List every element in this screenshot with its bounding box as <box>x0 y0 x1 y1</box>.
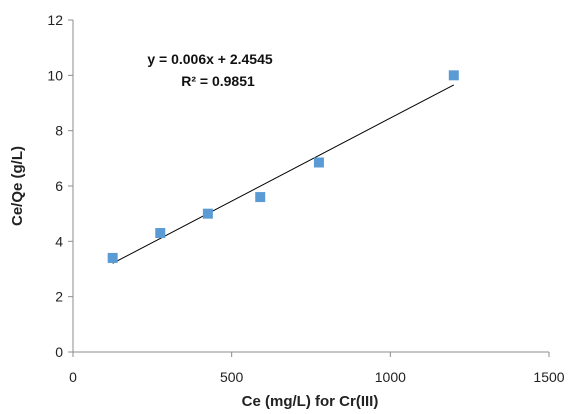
y-tick-label: 8 <box>55 123 63 139</box>
y-tick-label: 12 <box>47 12 63 28</box>
data-point <box>313 157 324 168</box>
y-ticks: 0 2 4 6 8 10 12 <box>47 12 73 360</box>
points-group <box>107 70 459 263</box>
trendline-group <box>112 84 455 264</box>
data-point <box>107 252 118 263</box>
y-tick-label: 10 <box>47 67 63 83</box>
y-tick-label: 0 <box>55 344 63 360</box>
x-tick-label: 1500 <box>533 369 564 385</box>
y-tick-label: 4 <box>55 233 63 249</box>
x-tick-label: 1000 <box>375 369 406 385</box>
x-axis-title: Ce (mg/L) for Cr(III) <box>242 393 379 410</box>
data-point <box>155 228 166 239</box>
trendline <box>112 84 455 264</box>
x-tick-label: 500 <box>220 369 244 385</box>
r-squared-label: R² = 0.9851 <box>181 73 255 89</box>
data-point <box>448 70 459 81</box>
y-tick-label: 6 <box>55 178 63 194</box>
x-tick-label: 0 <box>69 369 77 385</box>
plot-area <box>72 20 549 353</box>
trendline-equation: y = 0.006x + 2.4545 <box>147 51 273 67</box>
y-axis-title: Ce/Qe (g/L) <box>9 146 26 226</box>
data-point <box>202 208 213 219</box>
data-point <box>255 192 266 203</box>
x-ticks: 0 500 1000 1500 <box>69 352 565 385</box>
y-tick-label: 2 <box>55 289 63 305</box>
